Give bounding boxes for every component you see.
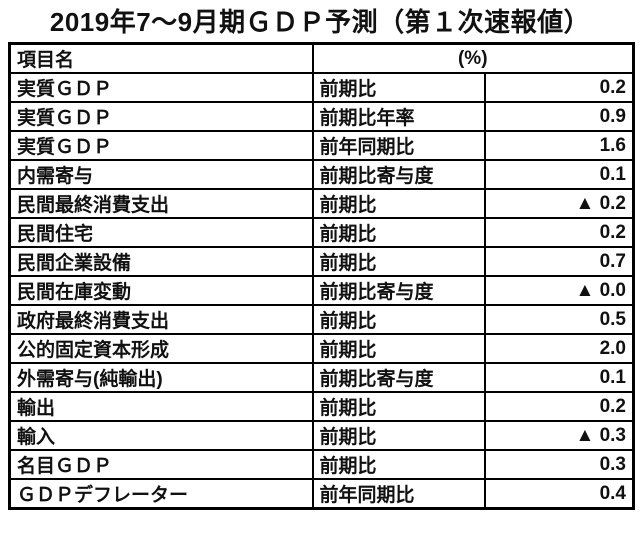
value-cell: 0.2 <box>483 391 635 422</box>
value-cell: 0.2 <box>483 72 635 103</box>
table-row: 実質ＧＤＰ 前期比年率 0.9 <box>8 101 635 132</box>
item-cell: 政府最終消費支出 <box>8 304 314 335</box>
table-row: 輸出 前期比 0.2 <box>8 391 635 422</box>
measure-cell: 前期比 <box>311 420 486 451</box>
table-row: 政府最終消費支出 前期比 0.5 <box>8 304 635 335</box>
measure-cell: 前期比年率 <box>311 101 486 132</box>
header-unit-label: (%) <box>311 42 635 74</box>
measure-cell: 前期比 <box>311 217 486 248</box>
table-row: 民間住宅 前期比 0.2 <box>8 217 635 248</box>
table-row: 外需寄与(純輸出) 前期比寄与度 0.1 <box>8 362 635 393</box>
item-cell: 輸出 <box>8 391 314 422</box>
item-cell: 民間企業設備 <box>8 246 314 277</box>
item-cell: 民間住宅 <box>8 217 314 248</box>
table-row: 実質ＧＤＰ 前年同期比 1.6 <box>8 130 635 161</box>
value-cell: 2.0 <box>483 333 635 364</box>
table-row: 公的固定資本形成 前期比 2.0 <box>8 333 635 364</box>
value-cell: 0.1 <box>483 362 635 393</box>
measure-cell: 前期比寄与度 <box>311 275 486 306</box>
item-cell: ＧＤＰデフレーター <box>8 478 314 510</box>
measure-cell: 前期比 <box>311 304 486 335</box>
value-cell: ▲ 0.2 <box>483 188 635 219</box>
measure-cell: 前期比寄与度 <box>311 362 486 393</box>
item-cell: 公的固定資本形成 <box>8 333 314 364</box>
table-row: 実質ＧＤＰ 前期比 0.2 <box>8 72 635 103</box>
value-cell: ▲ 0.0 <box>483 275 635 306</box>
value-cell: 0.1 <box>483 159 635 190</box>
table-row: 民間最終消費支出 前期比 ▲ 0.2 <box>8 188 635 219</box>
value-cell: 0.3 <box>483 449 635 480</box>
measure-cell: 前期比寄与度 <box>311 159 486 190</box>
item-cell: 実質ＧＤＰ <box>8 101 314 132</box>
measure-cell: 前年同期比 <box>311 478 486 510</box>
item-cell: 民間在庫変動 <box>8 275 314 306</box>
measure-cell: 前年同期比 <box>311 130 486 161</box>
table-row: 民間企業設備 前期比 0.7 <box>8 246 635 277</box>
value-cell: 0.7 <box>483 246 635 277</box>
item-cell: 外需寄与(純輸出) <box>8 362 314 393</box>
item-cell: 民間最終消費支出 <box>8 188 314 219</box>
item-cell: 実質ＧＤＰ <box>8 130 314 161</box>
value-cell: 0.2 <box>483 217 635 248</box>
value-cell: 1.6 <box>483 130 635 161</box>
value-cell: ▲ 0.3 <box>483 420 635 451</box>
table-row: 民間在庫変動 前期比寄与度 ▲ 0.0 <box>8 275 635 306</box>
page-title: 2019年7～9月期ＧＤＰ予測（第１次速報値） <box>49 7 591 37</box>
table-row: 名目ＧＤＰ 前期比 0.3 <box>8 449 635 480</box>
measure-cell: 前期比 <box>311 188 486 219</box>
table-row: 内需寄与 前期比寄与度 0.1 <box>8 159 635 190</box>
value-cell: 0.4 <box>483 478 635 510</box>
header-item-label: 項目名 <box>8 42 314 74</box>
measure-cell: 前期比 <box>311 72 486 103</box>
measure-cell: 前期比 <box>311 391 486 422</box>
table-header-row: 項目名 (%) <box>8 42 635 74</box>
item-cell: 名目ＧＤＰ <box>8 449 314 480</box>
measure-cell: 前期比 <box>311 246 486 277</box>
value-cell: 0.9 <box>483 101 635 132</box>
item-cell: 輸入 <box>8 420 314 451</box>
item-cell: 実質ＧＤＰ <box>8 72 314 103</box>
gdp-forecast-table: 項目名 (%) 実質ＧＤＰ 前期比 0.2 実質ＧＤＰ 前期比年率 0.9 実質… <box>8 42 635 510</box>
table-row: ＧＤＰデフレーター 前年同期比 0.4 <box>8 478 635 510</box>
table-row: 輸入 前期比 ▲ 0.3 <box>8 420 635 451</box>
measure-cell: 前期比 <box>311 449 486 480</box>
measure-cell: 前期比 <box>311 333 486 364</box>
value-cell: 0.5 <box>483 304 635 335</box>
item-cell: 内需寄与 <box>8 159 314 190</box>
